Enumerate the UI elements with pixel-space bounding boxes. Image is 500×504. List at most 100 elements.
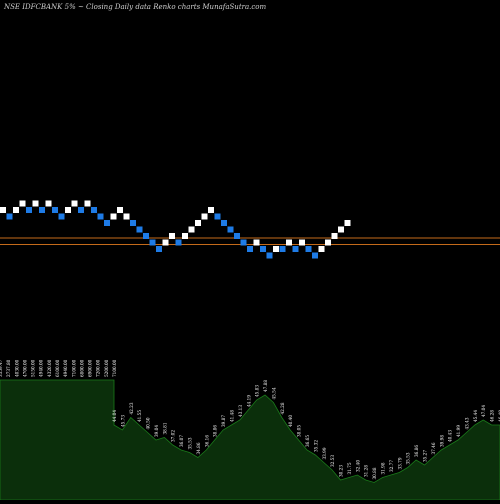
volume-label-45: 31.28 — [364, 465, 369, 477]
volume-label-23: 36.07 — [179, 435, 184, 447]
renko-brick-52 — [338, 226, 344, 233]
renko-brick-10 — [65, 207, 71, 213]
volume-label-6: 4320.00 — [47, 359, 52, 377]
renko-brick-11 — [71, 200, 78, 207]
renko-brick-36 — [234, 233, 240, 239]
renko-brick-13 — [84, 200, 91, 207]
volume-label-40: 33.99 — [322, 447, 327, 459]
volume-label-28: 39.87 — [221, 415, 226, 427]
volume-label-59: 47.04 — [481, 405, 486, 417]
renko-brick-4 — [26, 207, 32, 213]
volume-label-48: 32.77 — [389, 460, 394, 472]
volume-label-52: 35.27 — [422, 450, 427, 462]
volume-label-31: 44.19 — [246, 395, 251, 407]
renko-brick-21 — [136, 226, 143, 233]
renko-brick-2 — [13, 207, 19, 213]
volume-label-14: 7100.00 — [112, 359, 117, 377]
renko-brick-9 — [58, 213, 65, 220]
volume-label-5: 4940.00 — [39, 359, 44, 377]
volume-label-9: 7100.00 — [71, 359, 76, 377]
renko-brick-49 — [318, 246, 325, 252]
volume-label-24: 35.53 — [188, 437, 193, 449]
renko-brick-51 — [331, 233, 338, 239]
renko-brick-0 — [0, 207, 6, 213]
renko-brick-25 — [162, 239, 169, 246]
volume-label-12: 7200.00 — [96, 359, 101, 377]
volume-label-61: 46.49 — [498, 410, 500, 422]
renko-brick-33 — [214, 213, 221, 220]
renko-brick-48 — [312, 252, 318, 259]
volume-label-22: 37.02 — [171, 430, 176, 442]
volume-label-47: 31.98 — [381, 462, 386, 474]
volume-label-26: 36.16 — [204, 435, 209, 447]
volume-label-11: 6900.00 — [88, 359, 93, 377]
volume-label-43: 31.75 — [347, 462, 352, 474]
renko-brick-3 — [19, 200, 26, 207]
volume-label-54: 39.98 — [439, 435, 444, 447]
volume-label-39: 35.32 — [313, 440, 318, 452]
volume-label-38: 36.65 — [305, 435, 310, 447]
volume-label-1: 2737.80 — [6, 359, 11, 377]
volume-label-46: 30.88 — [372, 467, 377, 479]
renko-brick-15 — [97, 213, 104, 220]
renko-brick-39 — [253, 239, 260, 246]
volume-label-18: 41.55 — [137, 410, 142, 422]
volume-area — [0, 379, 500, 501]
renko-brick-37 — [240, 239, 247, 246]
renko-brick-18 — [117, 207, 123, 213]
renko-brick-7 — [45, 200, 52, 207]
volume-label-44: 32.40 — [355, 460, 360, 472]
renko-brick-45 — [292, 246, 299, 252]
renko-brick-30 — [195, 220, 201, 226]
volume-label-29: 41.48 — [229, 410, 234, 422]
volume-label-13: 5200.00 — [104, 359, 109, 377]
chart-title: NSE IDFCBANK 5% ~ Closing Daily data Ren… — [4, 3, 267, 11]
renko-brick-17 — [110, 213, 117, 220]
renko-brick-20 — [130, 220, 136, 226]
renko-brick-16 — [104, 220, 110, 226]
renko-brick-28 — [182, 233, 188, 239]
volume-label-3: 4700.00 — [22, 359, 27, 377]
renko-brick-46 — [299, 239, 305, 246]
volume-label-41: 32.53 — [330, 455, 335, 467]
volume-label-20: 39.04 — [154, 425, 159, 437]
volume-label-16: 45.73 — [120, 415, 125, 427]
volume-label-51: 36.86 — [414, 445, 419, 457]
renko-brick-29 — [188, 226, 195, 233]
renko-brick-1 — [6, 213, 13, 220]
volume-label-60: 46.28 — [490, 410, 495, 422]
volume-label-34: 45.54 — [271, 387, 276, 399]
renko-brick-32 — [208, 207, 214, 213]
volume-label-37: 38.05 — [297, 425, 302, 437]
renko-brick-50 — [325, 239, 331, 246]
volume-label-53: 37.46 — [431, 442, 436, 454]
volume-label-19: 40.50 — [146, 417, 151, 429]
volume-label-4: 5150.00 — [31, 359, 36, 377]
renko-brick-27 — [175, 239, 182, 246]
renko-brick-38 — [247, 246, 253, 252]
renko-brick-23 — [149, 239, 156, 246]
renko-brick-12 — [78, 207, 84, 213]
renko-brick-43 — [279, 246, 286, 252]
renko-brick-31 — [201, 213, 208, 220]
volume-label-50: 35.53 — [406, 452, 411, 464]
volume-label-2: 4030.00 — [14, 359, 19, 377]
renko-brick-24 — [156, 246, 162, 252]
volume-label-58: 45.44 — [473, 410, 478, 422]
volume-label-42: 30.23 — [339, 465, 344, 477]
renko-brick-40 — [260, 246, 266, 252]
renko-brick-35 — [227, 226, 234, 233]
volume-label-55: 40.43 — [448, 430, 453, 442]
volume-label-33: 47.88 — [263, 380, 268, 392]
volume-label-30: 43.13 — [238, 405, 243, 417]
renko-brick-34 — [221, 220, 227, 226]
volume-label-0: 3359.47 — [0, 359, 3, 377]
renko-brick-42 — [273, 246, 279, 252]
volume-label-8: 4940.00 — [63, 359, 68, 377]
volume-label-7: 6100.00 — [55, 359, 60, 377]
volume-label-21: 38.81 — [162, 422, 167, 434]
renko-brick-41 — [266, 252, 273, 259]
renko-brick-22 — [143, 233, 149, 239]
